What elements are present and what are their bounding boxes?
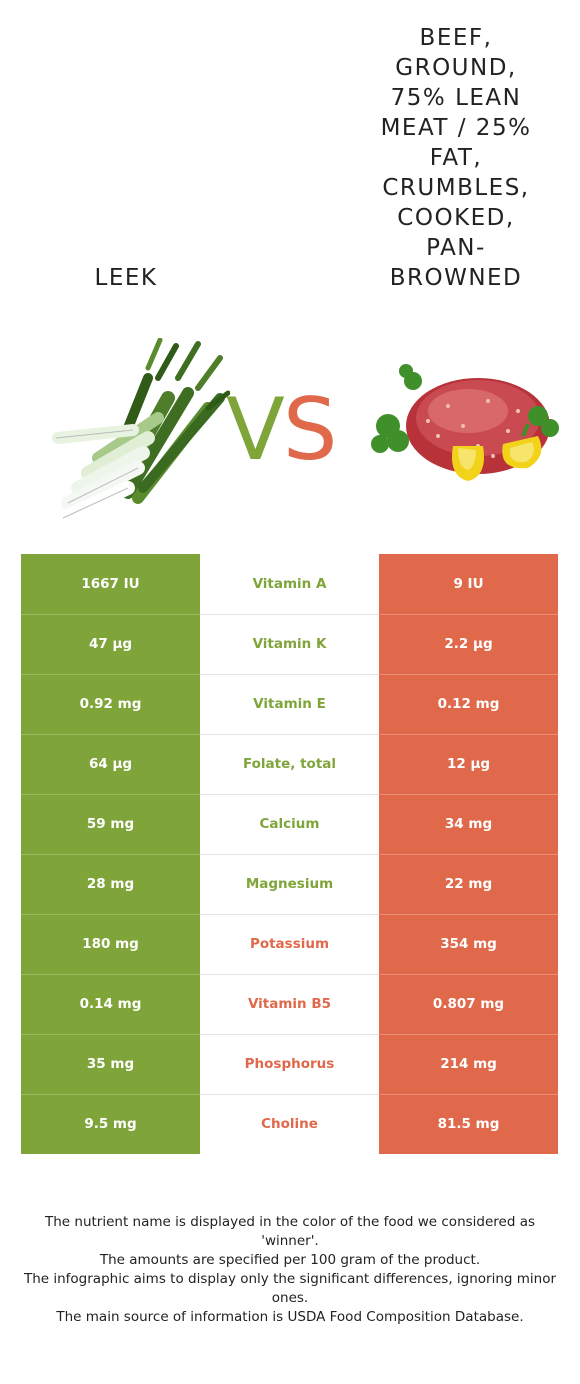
comparison-row: 59 mg Calcium 34 mg: [21, 794, 558, 855]
right-food-title: BEEF, GROUND, 75% LEAN MEAT / 25% FAT, C…: [380, 25, 532, 291]
vs-s-letter: S: [282, 380, 338, 480]
left-value-cell: 47 µg: [21, 614, 200, 675]
left-food-title: LEEK: [94, 265, 158, 291]
left-value-cell: 64 µg: [21, 734, 200, 795]
comparison-row: 0.14 mg Vitamin B5 0.807 mg: [21, 974, 558, 1035]
footer-line: The main source of information is USDA F…: [56, 1309, 524, 1325]
right-value-cell: 22 mg: [379, 854, 558, 915]
nutrient-name-cell: Vitamin K: [200, 614, 379, 675]
nutrient-name-cell: Calcium: [200, 794, 379, 855]
vs-label: VS: [226, 380, 356, 480]
ground-beef-image: [371, 364, 559, 481]
comparison-row: 9.5 mg Choline 81.5 mg: [21, 1094, 558, 1154]
comparison-row: 47 µg Vitamin K 2.2 µg: [21, 614, 558, 675]
nutrient-name-cell: Vitamin A: [200, 554, 379, 615]
right-value-cell: 81.5 mg: [379, 1094, 558, 1154]
nutrient-name-cell: Vitamin E: [200, 674, 379, 735]
footer-notes: The nutrient name is displayed in the co…: [20, 1213, 560, 1327]
right-value-cell: 0.12 mg: [379, 674, 558, 735]
left-value-cell: 0.92 mg: [21, 674, 200, 735]
right-value-cell: 9 IU: [379, 554, 558, 615]
comparison-row: 28 mg Magnesium 22 mg: [21, 854, 558, 915]
left-value-cell: 180 mg: [21, 914, 200, 975]
nutrient-name-cell: Choline: [200, 1094, 379, 1154]
right-value-cell: 34 mg: [379, 794, 558, 855]
left-value-cell: 9.5 mg: [21, 1094, 200, 1154]
leek-image: [52, 338, 230, 525]
left-value-cell: 35 mg: [21, 1034, 200, 1095]
right-value-cell: 0.807 mg: [379, 974, 558, 1035]
nutrient-name-cell: Magnesium: [200, 854, 379, 915]
nutrient-name-cell: Phosphorus: [200, 1034, 379, 1095]
right-value-cell: 214 mg: [379, 1034, 558, 1095]
footer-line: The nutrient name is displayed in the co…: [44, 1214, 536, 1249]
comparison-row: 0.92 mg Vitamin E 0.12 mg: [21, 674, 558, 735]
nutrient-name-cell: Vitamin B5: [200, 974, 379, 1035]
left-value-cell: 1667 IU: [21, 554, 200, 615]
footer-line: The amounts are specified per 100 gram o…: [99, 1252, 481, 1268]
right-value-cell: 354 mg: [379, 914, 558, 975]
left-value-cell: 0.14 mg: [21, 974, 200, 1035]
vs-v-letter: V: [226, 380, 285, 480]
nutrient-name-cell: Folate, total: [200, 734, 379, 795]
comparison-row: 64 µg Folate, total 12 µg: [21, 734, 558, 795]
right-value-cell: 2.2 µg: [379, 614, 558, 675]
nutrient-name-cell: Potassium: [200, 914, 379, 975]
left-value-cell: 28 mg: [21, 854, 200, 915]
left-value-cell: 59 mg: [21, 794, 200, 855]
right-value-cell: 12 µg: [379, 734, 558, 795]
comparison-row: 180 mg Potassium 354 mg: [21, 914, 558, 975]
footer-line: The infographic aims to display only the…: [23, 1271, 557, 1306]
comparison-row: 35 mg Phosphorus 214 mg: [21, 1034, 558, 1095]
